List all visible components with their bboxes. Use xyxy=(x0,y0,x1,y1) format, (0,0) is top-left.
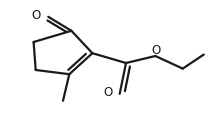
Text: O: O xyxy=(152,44,161,57)
Text: O: O xyxy=(31,9,40,22)
Text: O: O xyxy=(104,86,113,99)
